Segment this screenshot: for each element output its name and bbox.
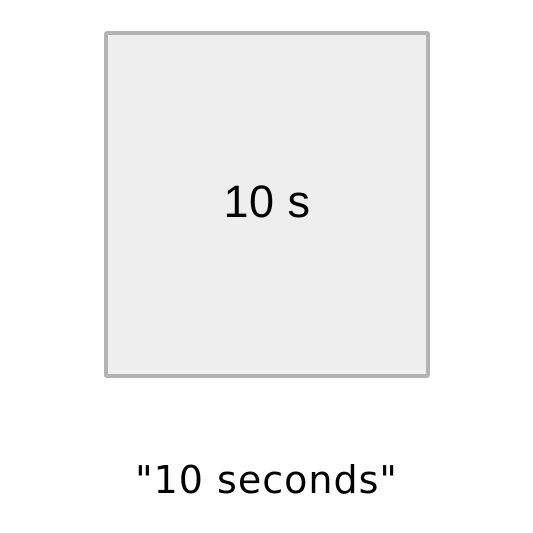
caption: "10 seconds" [135,458,398,502]
timer-box: 10 s [104,31,430,378]
timer-box-label: 10 s [223,175,311,227]
